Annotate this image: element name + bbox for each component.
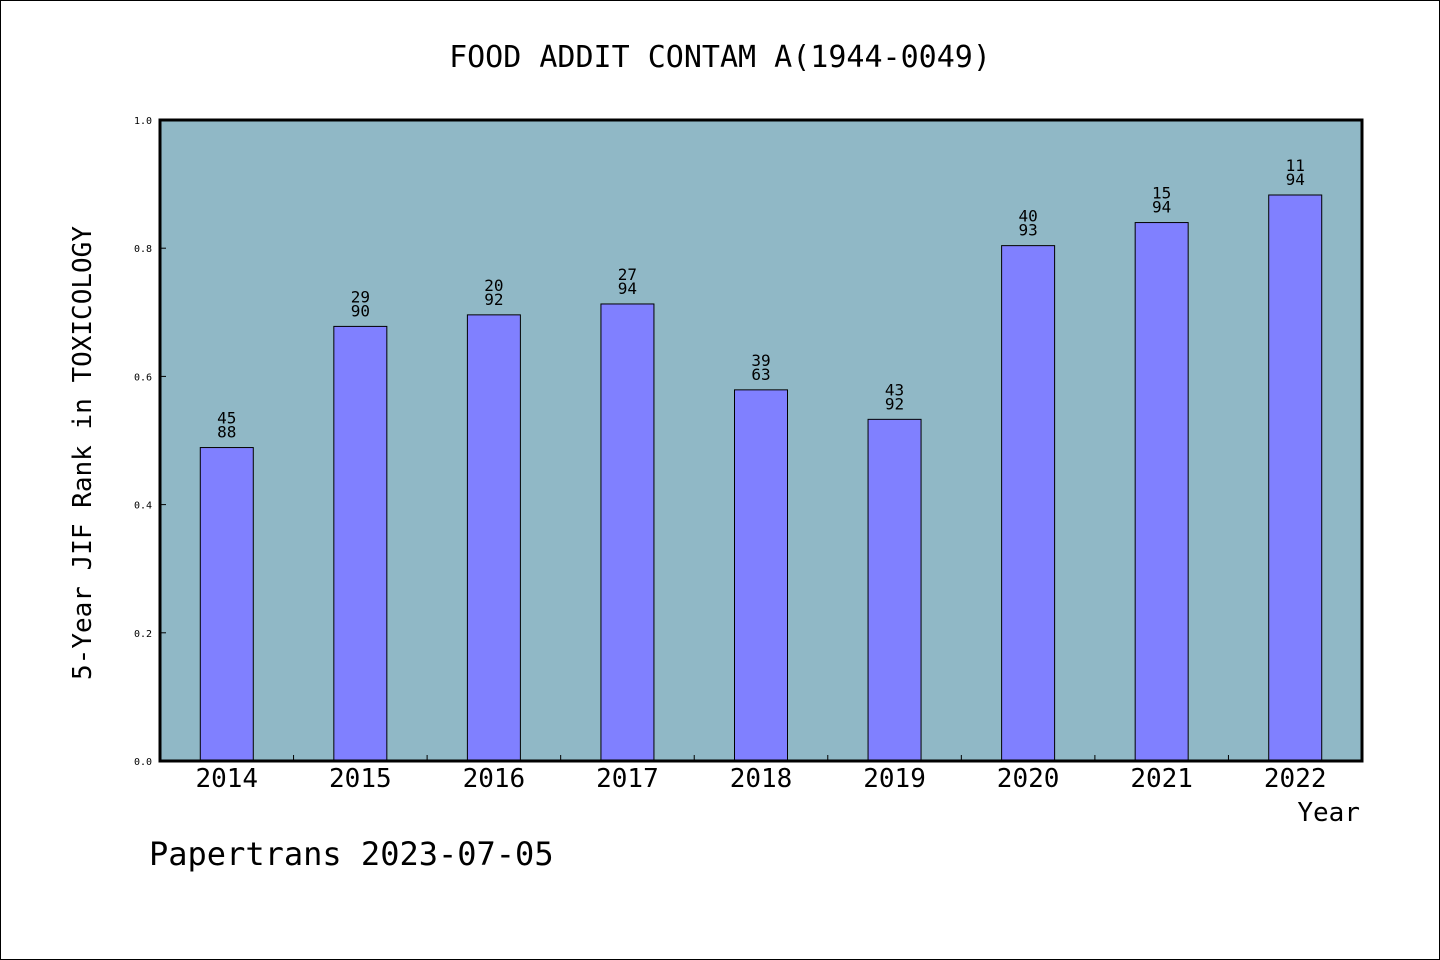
bar-label-2022-1: 11 xyxy=(1286,156,1305,175)
bar-label-2018-1: 39 xyxy=(751,351,770,370)
bar-label-2019-1: 43 xyxy=(885,380,904,399)
x-tick-label-2018: 2018 xyxy=(730,764,793,794)
bar-2020 xyxy=(1001,245,1056,762)
bar-2014 xyxy=(199,447,254,762)
bar-2015 xyxy=(333,325,388,762)
y-tick-label-0.8: 0.8 xyxy=(134,244,152,255)
bar-label-2021-2: 94 xyxy=(1152,198,1171,217)
x-tick-label-2014: 2014 xyxy=(195,764,258,794)
y-tick-label-0.4: 0.4 xyxy=(134,501,152,512)
y-tick-label-0.2: 0.2 xyxy=(134,629,152,640)
bar-label-2014-2: 88 xyxy=(217,423,236,442)
bar-2021 xyxy=(1134,222,1189,762)
bar-2016 xyxy=(466,314,521,762)
x-tick-label-2020: 2020 xyxy=(997,764,1060,794)
bar-label-2021-1: 15 xyxy=(1152,184,1171,203)
bars-group xyxy=(199,194,1323,762)
bar-label-2017-1: 27 xyxy=(618,265,637,284)
bar-label-2015-2: 90 xyxy=(351,301,370,320)
bar-2022 xyxy=(1268,194,1323,762)
y-axis-label: 5-Year JIF Rank in TOXICOLOGY xyxy=(68,226,98,680)
bar-label-2017-2: 94 xyxy=(618,279,637,298)
x-tick-label-2019: 2019 xyxy=(863,764,926,794)
chart-title: FOOD ADDIT CONTAM A(1944-0049) xyxy=(449,40,991,75)
footer-credit: Papertrans 2023-07-05 xyxy=(149,835,554,873)
bar-label-2016-1: 20 xyxy=(484,276,503,295)
bar-label-2018-2: 63 xyxy=(751,365,770,384)
bar-2017 xyxy=(600,303,655,762)
y-tick-label-1.0: 1.0 xyxy=(134,116,152,127)
x-tick-label-2022: 2022 xyxy=(1264,764,1327,794)
bar-label-2022-2: 94 xyxy=(1286,170,1305,189)
x-tick-label-2016: 2016 xyxy=(463,764,526,794)
bar-2019 xyxy=(867,418,922,762)
bar-label-2015-1: 29 xyxy=(351,287,370,306)
bar-2018 xyxy=(734,389,788,762)
x-tick-label-2015: 2015 xyxy=(329,764,392,794)
y-tick-label-0.0: 0.0 xyxy=(134,757,152,768)
bar-label-2016-2: 92 xyxy=(484,290,503,309)
x-axis: 2014 2015 2016 2017 2018 2019 2020 2021 2022 xyxy=(195,755,1327,794)
bar-label-2014-1: 45 xyxy=(217,409,236,428)
bar-label-2020-2: 93 xyxy=(1018,221,1037,240)
plot-border xyxy=(158,118,1364,763)
bar-label-2019-2: 92 xyxy=(885,394,904,413)
y-tick-label-0.6: 0.6 xyxy=(134,372,152,383)
x-tick-label-2021: 2021 xyxy=(1130,764,1193,794)
x-tick-label-2017: 2017 xyxy=(596,764,659,794)
bar-label-2020-1: 40 xyxy=(1018,207,1037,226)
x-axis-label: Year xyxy=(1297,798,1360,828)
